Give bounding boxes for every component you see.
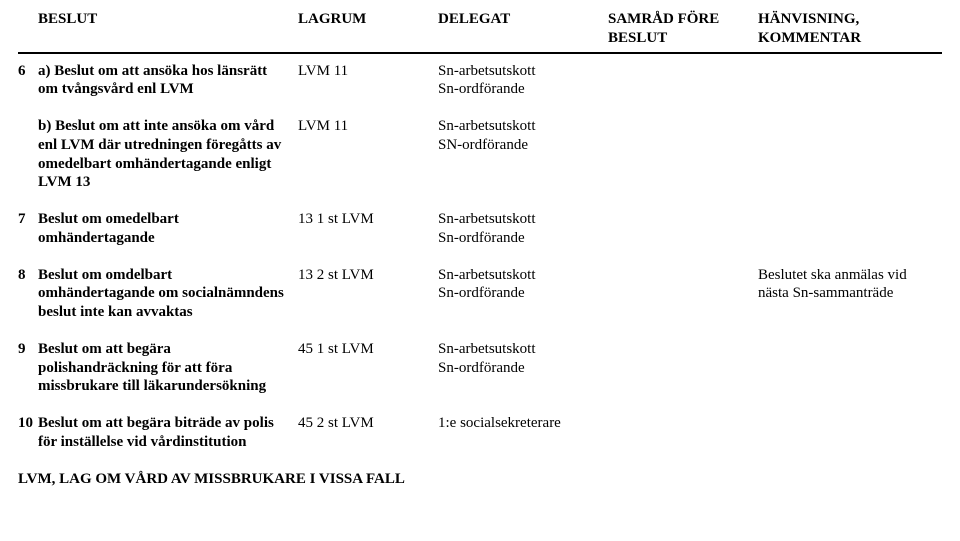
cell-delegat: Sn-arbetsutskottSn-ordförande — [438, 210, 608, 248]
table-body: 6a) Beslut om att ansöka hos länsrätt om… — [18, 62, 942, 452]
header-delegat: DELEGAT — [438, 8, 608, 48]
header-samrad-line1: SAMRÅD FÖRE — [608, 11, 719, 27]
table-row: 9Beslut om att begära polishandräckning … — [18, 340, 942, 396]
cell-lagrum: 45 2 st LVM — [298, 414, 438, 433]
header-kommentar-line2: KOMMENTAR — [758, 30, 861, 46]
cell-delegat: 1:e socialsekreterare — [438, 414, 608, 433]
cell-beslut: Beslut om att begära polishandräckning f… — [38, 340, 298, 396]
cell-lagrum: 13 1 st LVM — [298, 210, 438, 229]
table-row: 10Beslut om att begära biträde av polis … — [18, 414, 942, 452]
table-row: 6a) Beslut om att ansöka hos länsrätt om… — [18, 62, 942, 100]
cell-delegat: Sn-arbetsutskottSn-ordförande — [438, 266, 608, 304]
header-samrad: SAMRÅD FÖRE BESLUT — [608, 8, 758, 48]
table-header: BESLUT LAGRUM DELEGAT SAMRÅD FÖRE BESLUT… — [18, 8, 942, 54]
cell-lagrum: 45 1 st LVM — [298, 340, 438, 359]
cell-lagrum: LVM 11 — [298, 117, 438, 136]
cell-beslut: Beslut om omdelbart omhändertagande om s… — [38, 266, 298, 322]
cell-lagrum: LVM 11 — [298, 62, 438, 81]
table-row: b) Beslut om att inte ansöka om vård enl… — [18, 117, 942, 192]
row-number: 9 — [18, 340, 38, 359]
row-number: 10 — [18, 414, 38, 433]
footer-heading: LVM, LAG OM VÅRD AV MISSBRUKARE I VISSA … — [18, 470, 942, 489]
table-row: 7Beslut om omedelbart omhändertagande13 … — [18, 210, 942, 248]
cell-delegat: Sn-arbetsutskottSn-ordförande — [438, 62, 608, 100]
header-kommentar: HÄNVISNING, KOMMENTAR — [758, 8, 942, 48]
header-kommentar-line1: HÄNVISNING, — [758, 11, 859, 27]
cell-delegat: Sn-arbetsutskottSN-ordförande — [438, 117, 608, 155]
header-beslut: BESLUT — [38, 8, 298, 48]
row-number: 6 — [18, 62, 38, 81]
row-number: 7 — [18, 210, 38, 229]
cell-beslut: Beslut om omedelbart omhändertagande — [38, 210, 298, 248]
cell-kommentar: Beslutet ska anmälas vid nästa Sn-samman… — [758, 266, 942, 304]
cell-lagrum: 13 2 st LVM — [298, 266, 438, 285]
cell-beslut: b) Beslut om att inte ansöka om vård enl… — [38, 117, 298, 192]
cell-beslut: a) Beslut om att ansöka hos länsrätt om … — [38, 62, 298, 100]
header-lagrum: LAGRUM — [298, 8, 438, 48]
cell-beslut: Beslut om att begära biträde av polis fö… — [38, 414, 298, 452]
table-row: 8Beslut om omdelbart omhändertagande om … — [18, 266, 942, 322]
header-empty — [18, 8, 38, 48]
header-samrad-line2: BESLUT — [608, 30, 667, 46]
row-number: 8 — [18, 266, 38, 285]
cell-delegat: Sn-arbetsutskottSn-ordförande — [438, 340, 608, 378]
